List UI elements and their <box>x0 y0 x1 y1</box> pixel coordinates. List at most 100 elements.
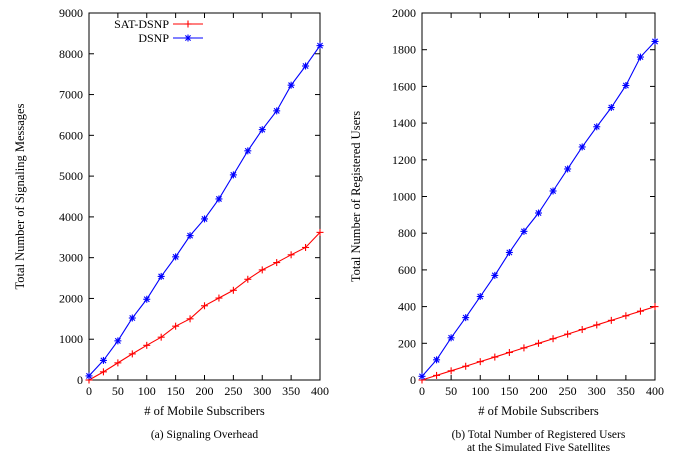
y-tick-label: 3000 <box>59 251 83 265</box>
y-tick-label: 2000 <box>392 6 416 20</box>
data-point-plus <box>578 326 586 334</box>
y-tick-label: 2000 <box>59 291 83 305</box>
x-tick-label: 100 <box>138 384 156 398</box>
data-point-plus <box>607 316 615 324</box>
data-point-star <box>287 81 295 89</box>
data-point-star <box>447 334 455 342</box>
x-tick-label: 250 <box>224 384 242 398</box>
data-point-star <box>316 42 324 50</box>
y-tick-label: 9000 <box>59 6 83 20</box>
series-line-dsnp <box>88 45 321 377</box>
y-tick-label: 1200 <box>392 153 416 167</box>
y-tick-label: 200 <box>398 336 416 350</box>
data-point-star <box>273 107 281 115</box>
data-point-star <box>157 272 165 280</box>
y-tick-label: 1400 <box>392 116 416 130</box>
x-tick-label: 400 <box>646 384 664 398</box>
data-point-star <box>258 126 266 134</box>
x-tick-label: 350 <box>282 384 300 398</box>
data-point-plus <box>549 335 557 343</box>
data-point-plus <box>651 303 659 311</box>
y-tick-label: 4000 <box>59 210 83 224</box>
data-point-star <box>215 195 223 203</box>
data-point-plus <box>622 312 630 320</box>
data-point-plus <box>128 350 136 358</box>
y-tick-label: 8000 <box>59 47 83 61</box>
x-tick-label: 200 <box>530 384 548 398</box>
data-point-plus <box>447 367 455 375</box>
data-point-plus <box>462 362 470 370</box>
data-point-star <box>462 314 470 322</box>
y-tick-label: 0 <box>77 373 83 387</box>
data-point-star <box>128 314 136 322</box>
data-point-plus <box>433 371 441 379</box>
legend-label: SAT-DSNP <box>114 17 169 31</box>
data-point-star <box>99 356 107 364</box>
x-tick-label: 0 <box>86 384 92 398</box>
data-point-plus <box>476 358 484 366</box>
x-tick-label: 400 <box>311 384 329 398</box>
data-point-star <box>476 293 484 301</box>
data-point-star <box>184 34 192 42</box>
figure-caption: (b) Total Number of Registered Users <box>452 429 626 441</box>
plot-frame <box>421 12 656 381</box>
data-point-star <box>244 147 252 155</box>
plot-frame <box>88 12 321 381</box>
y-tick-label: 1600 <box>392 79 416 93</box>
data-point-plus <box>593 321 601 329</box>
data-point-star <box>114 337 122 345</box>
data-point-plus <box>535 339 542 347</box>
x-tick-label: 0 <box>419 384 425 398</box>
y-tick-label: 0 <box>410 373 416 387</box>
y-axis-label: Total Number of Signaling Messages <box>13 103 27 289</box>
data-point-star <box>578 143 586 151</box>
data-point-plus <box>244 275 252 283</box>
data-point-plus <box>143 341 151 349</box>
data-point-star <box>549 187 557 195</box>
data-point-plus <box>258 266 266 274</box>
data-point-star <box>186 232 194 240</box>
data-point-star <box>636 53 644 61</box>
legend-label: DSNP <box>138 31 169 45</box>
data-point-star <box>622 81 630 89</box>
chart-registered-users: 0 50 100 150 200 250 300 350 400 0 200 400 600 800 100… <box>349 6 664 454</box>
x-tick-label: 300 <box>588 384 606 398</box>
y-axis-label: Total Number of Registered Users <box>349 111 363 282</box>
x-axis-label: # of Mobile Subscribers <box>144 404 265 418</box>
x-tick-label: 50 <box>445 384 457 398</box>
y-tick-label: 1000 <box>59 332 83 346</box>
x-tick-label: 150 <box>167 384 185 398</box>
data-point-plus <box>215 294 223 302</box>
data-point-star <box>302 62 310 70</box>
data-point-plus <box>520 344 528 352</box>
data-point-plus <box>505 348 513 356</box>
y-tick-label: 1000 <box>392 190 416 204</box>
x-tick-label: 50 <box>112 384 124 398</box>
data-point-plus <box>201 302 208 310</box>
data-point-plus <box>491 353 499 361</box>
x-tick-label: 150 <box>500 384 518 398</box>
data-point-star <box>143 295 151 303</box>
x-tick-label: 350 <box>617 384 635 398</box>
data-point-plus <box>186 315 194 323</box>
y-tick-label: 800 <box>398 226 416 240</box>
data-point-plus <box>636 307 644 315</box>
data-point-plus <box>229 286 237 294</box>
data-point-star <box>535 209 542 217</box>
data-point-star <box>505 248 513 256</box>
x-axis-label: # of Mobile Subscribers <box>478 404 599 418</box>
data-point-plus <box>273 259 281 267</box>
data-point-star <box>520 227 528 235</box>
y-tick-label: 6000 <box>59 128 83 142</box>
data-point-star <box>491 271 499 279</box>
data-point-star <box>229 171 237 179</box>
data-point-plus <box>564 330 572 338</box>
figure-caption: (a) Signaling Overhead <box>151 429 259 441</box>
x-tick-label: 300 <box>253 384 271 398</box>
data-point-plus <box>184 20 192 28</box>
data-point-plus <box>172 322 180 330</box>
data-point-plus <box>316 228 324 236</box>
data-point-star <box>607 104 615 112</box>
data-point-star <box>172 253 180 261</box>
